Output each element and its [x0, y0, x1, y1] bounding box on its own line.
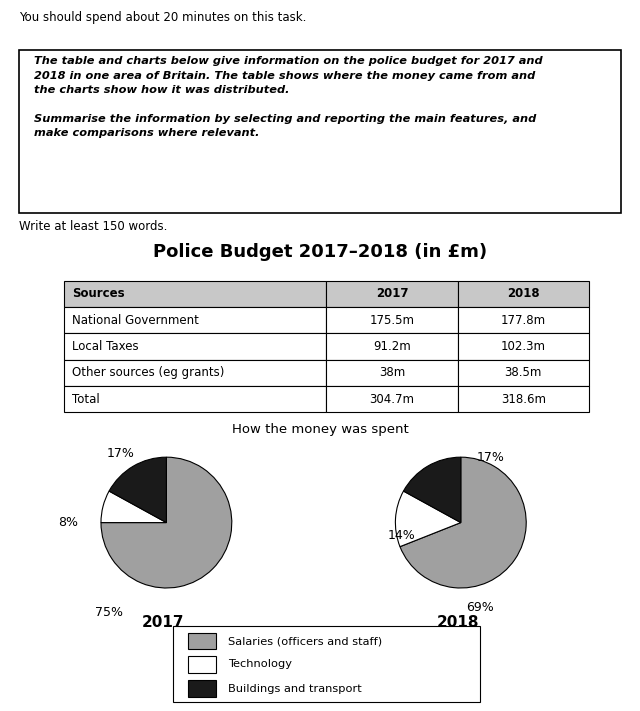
Bar — [326, 386, 458, 412]
Bar — [458, 307, 589, 333]
Text: 2017: 2017 — [376, 287, 408, 301]
Text: How the money was spent: How the money was spent — [232, 423, 408, 436]
Bar — [188, 656, 216, 673]
Bar — [458, 360, 589, 386]
Text: Total: Total — [72, 392, 100, 406]
Text: 2018: 2018 — [436, 615, 479, 630]
Text: 38m: 38m — [379, 366, 405, 380]
Text: 177.8m: 177.8m — [500, 314, 546, 327]
Text: Salaries (officers and staff): Salaries (officers and staff) — [228, 636, 382, 646]
Bar — [64, 386, 326, 412]
Text: 38.5m: 38.5m — [504, 366, 542, 380]
Bar — [64, 307, 326, 333]
Bar — [326, 333, 458, 360]
Bar — [326, 307, 458, 333]
Bar — [188, 633, 216, 649]
Bar — [326, 281, 458, 307]
Bar — [458, 333, 589, 360]
Wedge shape — [109, 457, 166, 523]
Text: The table and charts below give information on the police budget for 2017 and
20: The table and charts below give informat… — [34, 56, 543, 139]
Text: 2017: 2017 — [142, 615, 184, 630]
Text: Police Budget 2017–2018 (in £m): Police Budget 2017–2018 (in £m) — [153, 243, 487, 261]
Text: Sources: Sources — [72, 287, 125, 301]
Bar — [64, 333, 326, 360]
Text: Buildings and transport: Buildings and transport — [228, 684, 362, 694]
Bar — [458, 386, 589, 412]
Wedge shape — [400, 457, 526, 588]
Bar — [326, 360, 458, 386]
Text: 318.6m: 318.6m — [500, 392, 546, 406]
Text: 14%: 14% — [388, 529, 416, 542]
Text: 91.2m: 91.2m — [373, 340, 411, 353]
Text: Write at least 150 words.: Write at least 150 words. — [19, 220, 168, 233]
Bar — [458, 281, 589, 307]
Bar — [64, 360, 326, 386]
Text: 102.3m: 102.3m — [500, 340, 546, 353]
Wedge shape — [101, 491, 166, 523]
Text: 17%: 17% — [107, 447, 134, 461]
Bar — [64, 281, 326, 307]
Wedge shape — [403, 457, 461, 523]
Text: 2018: 2018 — [507, 287, 540, 301]
Text: 17%: 17% — [476, 451, 504, 464]
Wedge shape — [396, 491, 461, 547]
Text: Other sources (eg grants): Other sources (eg grants) — [72, 366, 224, 380]
Wedge shape — [101, 457, 232, 588]
Text: 75%: 75% — [95, 606, 123, 619]
Text: National Government: National Government — [72, 314, 199, 327]
Text: Local Taxes: Local Taxes — [72, 340, 138, 353]
Text: Technology: Technology — [228, 659, 292, 669]
Text: 304.7m: 304.7m — [369, 392, 415, 406]
Text: 8%: 8% — [58, 516, 78, 529]
Text: 175.5m: 175.5m — [369, 314, 415, 327]
Text: 69%: 69% — [467, 601, 494, 614]
Text: You should spend about 20 minutes on this task.: You should spend about 20 minutes on thi… — [19, 11, 307, 23]
Bar — [188, 680, 216, 697]
